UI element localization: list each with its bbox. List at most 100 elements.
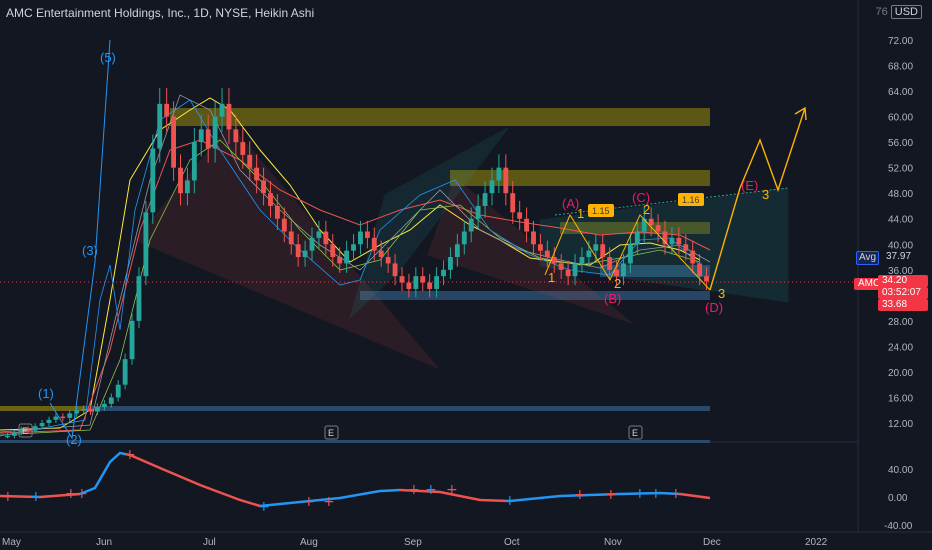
- time-axis[interactable]: May Jun Jul Aug Sep Oct Nov Dec 2022: [2, 537, 828, 548]
- candle-body: [593, 244, 599, 251]
- time-tick-label: Aug: [300, 537, 318, 548]
- candle-body: [531, 231, 536, 245]
- svg-text:+: +: [650, 486, 662, 502]
- svg-text:+: +: [76, 486, 88, 502]
- candle-body: [46, 419, 52, 423]
- wave-label-3: (3): [82, 243, 98, 258]
- candle-body: [669, 237, 675, 245]
- candle-body: [101, 403, 107, 408]
- candle-body: [212, 116, 218, 149]
- svg-text:+: +: [425, 482, 437, 498]
- candle-body: [641, 218, 647, 232]
- oscillator-line-red-3: [679, 492, 711, 500]
- currency-selector[interactable]: 76 USD: [876, 5, 922, 19]
- candle-body: [441, 269, 446, 277]
- price-tick-label: 44.00: [888, 215, 913, 226]
- candle-body: [503, 167, 509, 194]
- candle-body: [579, 257, 585, 264]
- candle-body: [32, 426, 38, 431]
- candle-body: [385, 257, 391, 264]
- candle-body: [60, 416, 66, 419]
- svg-text:E: E: [22, 426, 28, 436]
- oscillator-axis[interactable]: 40.00 0.00 -40.00: [884, 465, 913, 532]
- svg-text:+: +: [504, 493, 516, 509]
- price-tick-label: 16.00: [888, 393, 913, 404]
- time-tick-label: Sep: [404, 537, 422, 548]
- price-tick-label: 64.00: [888, 87, 913, 98]
- price-tick-label: 52.00: [888, 164, 913, 175]
- candle-body: [607, 257, 613, 270]
- candle-body: [53, 416, 59, 420]
- candle-body: [219, 103, 225, 117]
- candle-body: [74, 410, 80, 414]
- svg-text:+: +: [2, 489, 14, 505]
- candle-body: [67, 413, 73, 418]
- fib-label-2: 1.16: [682, 195, 700, 205]
- earnings-marker-3[interactable]: E: [628, 425, 643, 440]
- candle-body: [697, 263, 703, 277]
- candle-body: [39, 423, 45, 427]
- svg-text:E: E: [328, 428, 334, 438]
- candle-body: [558, 263, 564, 270]
- oscillator-line-red-2: [399, 488, 511, 503]
- support-zone-bottom: [0, 440, 710, 443]
- oscillator-line-blue-3: [509, 491, 681, 503]
- oscillator-line-red: [129, 453, 261, 508]
- candle-body: [288, 231, 294, 245]
- candle-body: [95, 407, 100, 412]
- currency-badge[interactable]: USD: [890, 5, 922, 19]
- candle-body: [274, 205, 280, 219]
- candle-body: [344, 250, 350, 264]
- candle-body: [537, 244, 543, 251]
- candle-body: [524, 218, 530, 232]
- candle-body: [434, 276, 440, 289]
- price-tick-label: 12.00: [888, 419, 913, 430]
- symbol-tag: AMC: [854, 278, 885, 290]
- chart-title: AMC Entertainment Holdings, Inc., 1D, NY…: [6, 6, 315, 20]
- candle-body: [496, 167, 502, 181]
- candlestick-series: [5, 88, 709, 439]
- support-zone-low: [0, 406, 710, 411]
- svg-text:+: +: [65, 486, 77, 502]
- candle-body: [108, 397, 114, 404]
- candle-body: [358, 231, 363, 245]
- candle-body: [171, 116, 177, 168]
- osc-tick-label: -40.00: [884, 521, 913, 532]
- candle-body: [406, 282, 412, 289]
- projection-arrowhead: [794, 106, 807, 121]
- price-axis[interactable]: 72.00 68.00 64.00 60.00 56.00 52.00 48.00 44.00…: [888, 36, 913, 430]
- svg-text:+: +: [30, 489, 42, 505]
- candle-body: [261, 180, 266, 194]
- candle-body: [18, 429, 24, 433]
- candle-body: [240, 142, 246, 155]
- svg-text:+: +: [124, 447, 136, 463]
- candle-body: [489, 180, 495, 194]
- candle-body: [572, 263, 578, 277]
- sub-wave-2a: 2: [614, 276, 621, 291]
- candle-body: [11, 432, 17, 436]
- earnings-marker-1[interactable]: E: [18, 423, 33, 438]
- sub-wave-1a: 1: [548, 270, 555, 285]
- candle-body: [648, 218, 654, 226]
- candle-body: [392, 263, 398, 277]
- resistance-zone-small: [560, 222, 710, 234]
- yellow-line-low: [0, 406, 85, 411]
- ma-white: [0, 94, 711, 433]
- time-tick-label: May: [2, 537, 21, 548]
- oscillator-line: [0, 492, 81, 499]
- candle-body: [517, 212, 523, 219]
- candle-body: [247, 154, 253, 168]
- earnings-marker-2[interactable]: E: [324, 425, 339, 440]
- osc-tick-label: 40.00: [888, 465, 913, 476]
- candle-body: [309, 237, 315, 251]
- candle-body: [25, 429, 31, 431]
- countdown-tag: 03:52:07: [878, 287, 928, 299]
- candle-body: [586, 250, 592, 258]
- candle-body: [281, 218, 287, 232]
- candle-body: [427, 282, 433, 289]
- price-tick-label: 36.00: [888, 266, 913, 277]
- ma-yellow: [0, 97, 701, 431]
- avg-tag: Avg: [856, 251, 880, 265]
- candle-body: [399, 276, 405, 283]
